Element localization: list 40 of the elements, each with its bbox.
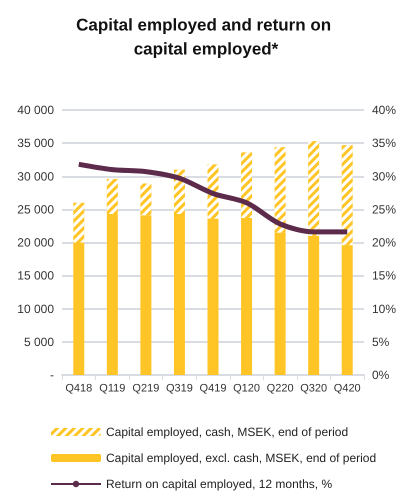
y-tick-label: 35 000 (17, 136, 54, 150)
y2-tick-label: 40% (372, 103, 396, 117)
x-tick-label: Q320 (300, 382, 328, 394)
y-tick-label: 15 000 (17, 268, 54, 283)
y-tick-label: 5 000 (24, 334, 54, 349)
y-tick-label: 10 000 (17, 302, 54, 316)
bar (140, 215, 152, 375)
y2-tick-label: 15% (372, 268, 396, 283)
legend-label: Capital employed, cash, MSEK, end of period (106, 425, 348, 439)
y-tick-label: 25 000 (17, 202, 54, 216)
bar (73, 242, 84, 375)
x-tick-label: Q220 (266, 382, 294, 394)
bar (342, 245, 353, 375)
y-tick-label: 40 000 (17, 103, 54, 117)
bar (208, 218, 218, 375)
y-tick-label: - (50, 368, 54, 382)
x-tick-label: Q219 (132, 382, 160, 394)
bar (174, 214, 185, 375)
x-tick-label: Q119 (99, 382, 126, 394)
y2-tick-label: 0% (372, 368, 390, 382)
y2-tick-label: 25% (372, 202, 396, 216)
x-tick-label: Q418 (65, 382, 92, 394)
chart-title: Capital employed and return on capital employed* (76, 16, 336, 58)
y2-tick-label: 30% (372, 169, 396, 184)
y2-tick-label: 20% (372, 236, 396, 250)
bar (274, 232, 286, 375)
y2-tick-label: 10% (372, 302, 396, 316)
x-tick-label: Q419 (200, 382, 226, 394)
bar (308, 236, 320, 375)
bar (241, 218, 252, 375)
legend-label: Capital employed, excl. cash, MSEK, end of period (106, 451, 376, 465)
x-tick-label: Q420 (334, 382, 361, 394)
x-tick-label: Q120 (233, 382, 260, 394)
x-tick-label: Q319 (166, 382, 193, 394)
bar (106, 214, 118, 375)
y-tick-label: 20 000 (17, 236, 54, 250)
y2-tick-label: 5% (372, 334, 390, 349)
y2-tick-label: 35% (372, 136, 396, 150)
y-tick-label: 30 000 (17, 169, 54, 184)
legend-label: Return on capital employed, 12 months, % (106, 477, 332, 491)
